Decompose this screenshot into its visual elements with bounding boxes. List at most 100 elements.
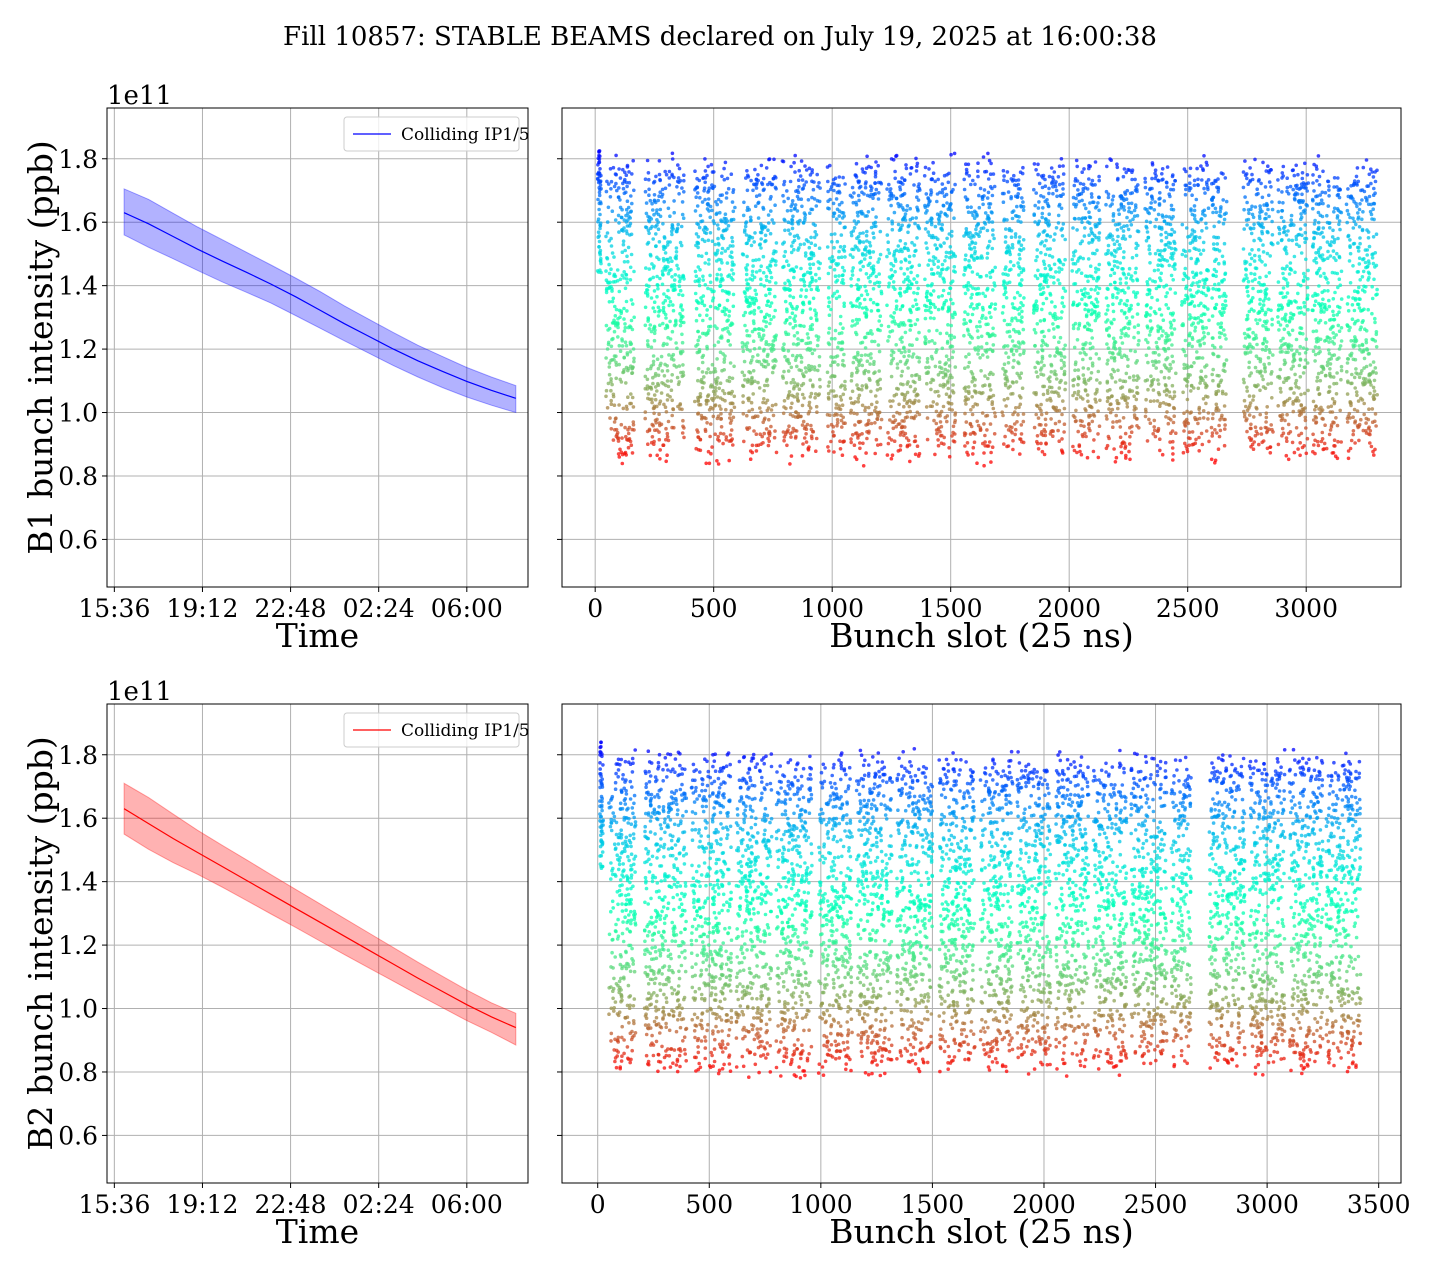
bunch-point xyxy=(794,307,799,311)
bunch-point xyxy=(966,329,970,333)
bunch-point xyxy=(799,288,804,292)
bunch-point xyxy=(670,259,674,264)
bunch-point xyxy=(850,304,855,309)
bunch-point xyxy=(1156,378,1160,382)
bunch-point xyxy=(785,189,789,193)
bunch-point xyxy=(896,322,901,327)
bunch-point xyxy=(1109,373,1113,377)
bunch-point xyxy=(652,324,657,329)
bunch-point xyxy=(1105,362,1109,366)
bunch-point xyxy=(897,411,902,416)
bunch-point xyxy=(1172,318,1176,323)
bunch-point xyxy=(1135,416,1139,421)
bunch-point xyxy=(809,423,813,428)
bunch-point xyxy=(750,375,754,380)
bunch-point xyxy=(889,157,894,161)
bunch-point xyxy=(1097,238,1101,242)
bunch-point xyxy=(1155,298,1160,302)
bunch-point xyxy=(946,357,951,362)
bunch-point xyxy=(1090,231,1095,236)
bunch-point xyxy=(796,178,801,182)
bunch-point xyxy=(655,283,660,287)
bunch-point xyxy=(648,453,653,458)
bunch-point xyxy=(1017,394,1022,398)
bunch-point xyxy=(1098,398,1102,403)
bunch-point xyxy=(856,436,860,440)
bunch-point xyxy=(662,236,667,240)
bunch-point xyxy=(868,297,873,302)
bunch-point xyxy=(938,365,942,369)
bunch-point xyxy=(1020,171,1025,176)
bunch-point xyxy=(646,344,650,349)
bunch-point xyxy=(1020,278,1024,282)
bunch-point xyxy=(1121,326,1126,331)
bunch-point xyxy=(801,372,805,376)
bunch-point xyxy=(761,400,765,405)
bunch-point xyxy=(611,296,616,301)
bunch-point xyxy=(1056,316,1060,321)
bunch-point xyxy=(1113,223,1118,227)
bunch-point xyxy=(754,270,759,274)
bunch-point xyxy=(744,297,749,302)
bunch-point xyxy=(680,308,685,312)
bunch-point xyxy=(665,369,670,373)
bunch-point xyxy=(1075,179,1080,183)
bunch-point xyxy=(1167,245,1171,249)
bunch-point xyxy=(812,197,817,201)
bunch-point xyxy=(1072,448,1077,453)
bunch-point xyxy=(741,252,746,257)
bunch-point xyxy=(968,319,973,324)
bunch-point xyxy=(727,290,731,295)
bunch-point xyxy=(645,158,650,163)
bunch-point xyxy=(715,357,719,361)
bunch-point xyxy=(888,330,892,334)
bunch-point xyxy=(645,288,650,292)
bunch-point xyxy=(1020,309,1024,314)
bunch-point xyxy=(764,324,768,329)
bunch-point xyxy=(1021,303,1025,308)
bunch-point xyxy=(767,313,772,318)
bunch-point xyxy=(722,357,727,362)
bunch-point xyxy=(759,442,763,447)
bunch-point xyxy=(1018,318,1023,323)
bunch-point xyxy=(1080,170,1084,174)
bunch-point xyxy=(660,195,664,199)
bunch-point xyxy=(783,299,788,304)
bunch-point xyxy=(1017,240,1021,245)
bunch-point xyxy=(936,373,941,377)
bunch-point xyxy=(1034,412,1038,417)
bunch-point xyxy=(852,191,856,195)
bunch-point xyxy=(787,424,791,429)
bunch-point xyxy=(836,363,840,367)
bunch-point xyxy=(908,459,912,464)
bunch-point xyxy=(987,239,992,244)
bunch-point xyxy=(1003,376,1008,381)
bunch-point xyxy=(708,370,713,375)
bunch-point xyxy=(940,294,944,298)
bunch-point xyxy=(1053,184,1058,189)
bunch-point xyxy=(1054,377,1059,381)
bunch-point xyxy=(670,373,674,377)
bunch-point xyxy=(622,276,626,280)
bunch-point xyxy=(1000,410,1004,415)
bunch-point xyxy=(715,202,719,207)
x-tick-label: 19:12 xyxy=(166,594,238,623)
bunch-point xyxy=(813,243,818,247)
bunch-point xyxy=(1078,181,1083,186)
bunch-point xyxy=(718,431,723,436)
bunch-point xyxy=(962,177,966,182)
bunch-point xyxy=(661,244,666,249)
bunch-point xyxy=(953,411,958,415)
bunch-point xyxy=(646,442,650,447)
bunch-point xyxy=(788,315,792,320)
bunch-point xyxy=(654,420,658,425)
bunch-point xyxy=(1116,247,1120,251)
bunch-point xyxy=(1060,310,1064,314)
bunch-point xyxy=(912,253,916,258)
bunch-point xyxy=(1077,443,1082,447)
bunch-point xyxy=(1075,228,1079,232)
bunch-point xyxy=(981,202,985,207)
bunch-point xyxy=(807,403,811,408)
bunch-point xyxy=(963,366,967,371)
bunch-point xyxy=(731,304,736,309)
